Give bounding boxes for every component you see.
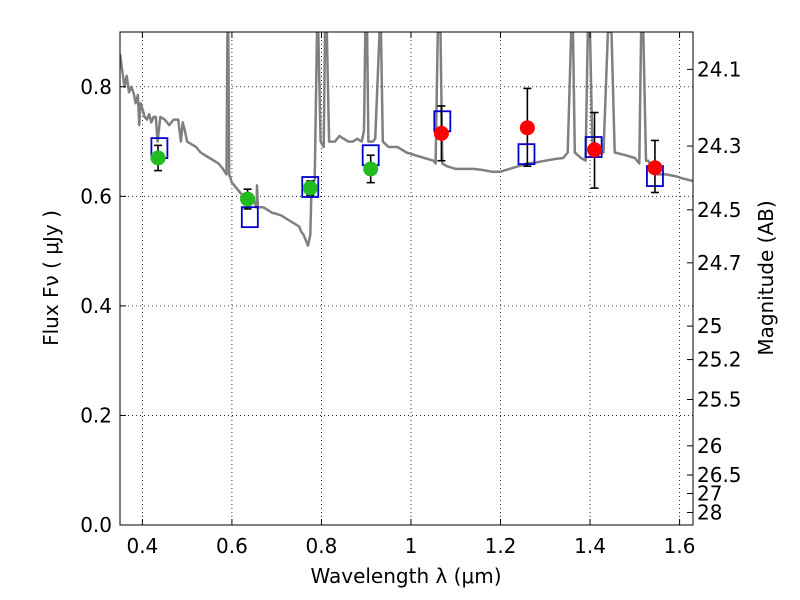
observed-point — [302, 180, 318, 196]
right-tick-label: 24.3 — [697, 134, 742, 158]
observed-point — [150, 150, 166, 166]
observed-point — [433, 125, 449, 141]
plot-area — [120, 32, 693, 525]
right-tick-label: 26 — [697, 434, 722, 458]
plot-frame — [119, 31, 694, 526]
observed-point — [240, 191, 256, 207]
x-tick-label: 1.2 — [485, 534, 517, 558]
tick-labels: 0.4 0.6 0.8 1 1.2 1.4 1.6 0.0 0.2 0.4 0.6 0.8 24.1 24… — [80, 57, 741, 558]
x-tick-label: 1.4 — [574, 534, 606, 558]
right-tick-label: 25 — [697, 314, 722, 338]
right-tick-label: 24.7 — [697, 251, 742, 275]
model-photometry-square — [240, 206, 259, 229]
data-markers — [150, 87, 664, 229]
right-tick-label: 25.2 — [697, 348, 742, 372]
right-axis-label: Magnitude (AB) — [754, 200, 778, 355]
right-tick-label: 27 — [697, 482, 722, 506]
y-tick-label: 0.8 — [80, 75, 112, 99]
model-spectrum — [120, 32, 693, 247]
observed-point — [587, 142, 603, 158]
observed-point — [363, 161, 379, 177]
axis-ticks — [120, 32, 693, 526]
right-tick-label: 25.5 — [697, 388, 742, 412]
y-tick-label: 0.6 — [80, 184, 112, 208]
y-tick-label: 0.2 — [80, 403, 112, 427]
observed-point — [647, 160, 663, 176]
right-tick-label: 26.5 — [697, 463, 742, 487]
right-tick-label: 28 — [697, 500, 722, 524]
x-tick-label: 0.6 — [216, 534, 248, 558]
model-spectrum-line — [120, 32, 693, 247]
x-tick-label: 0.4 — [126, 534, 158, 558]
y-tick-label: 0.0 — [80, 513, 112, 537]
model-photometry-square — [517, 143, 536, 166]
observed-point — [519, 120, 535, 136]
x-axis-label: Wavelength λ (μm) — [310, 564, 501, 588]
x-tick-label: 0.8 — [306, 534, 338, 558]
x-tick-label: 1.6 — [664, 534, 696, 558]
right-tick-label: 24.5 — [697, 198, 742, 222]
y-tick-label: 0.4 — [80, 294, 112, 318]
model-photometry-square — [301, 176, 320, 198]
right-tick-label: 24.1 — [697, 57, 742, 81]
x-tick-label: 1 — [405, 534, 418, 558]
y-axis-label: Flux Fν ( μJy ) — [39, 210, 63, 346]
